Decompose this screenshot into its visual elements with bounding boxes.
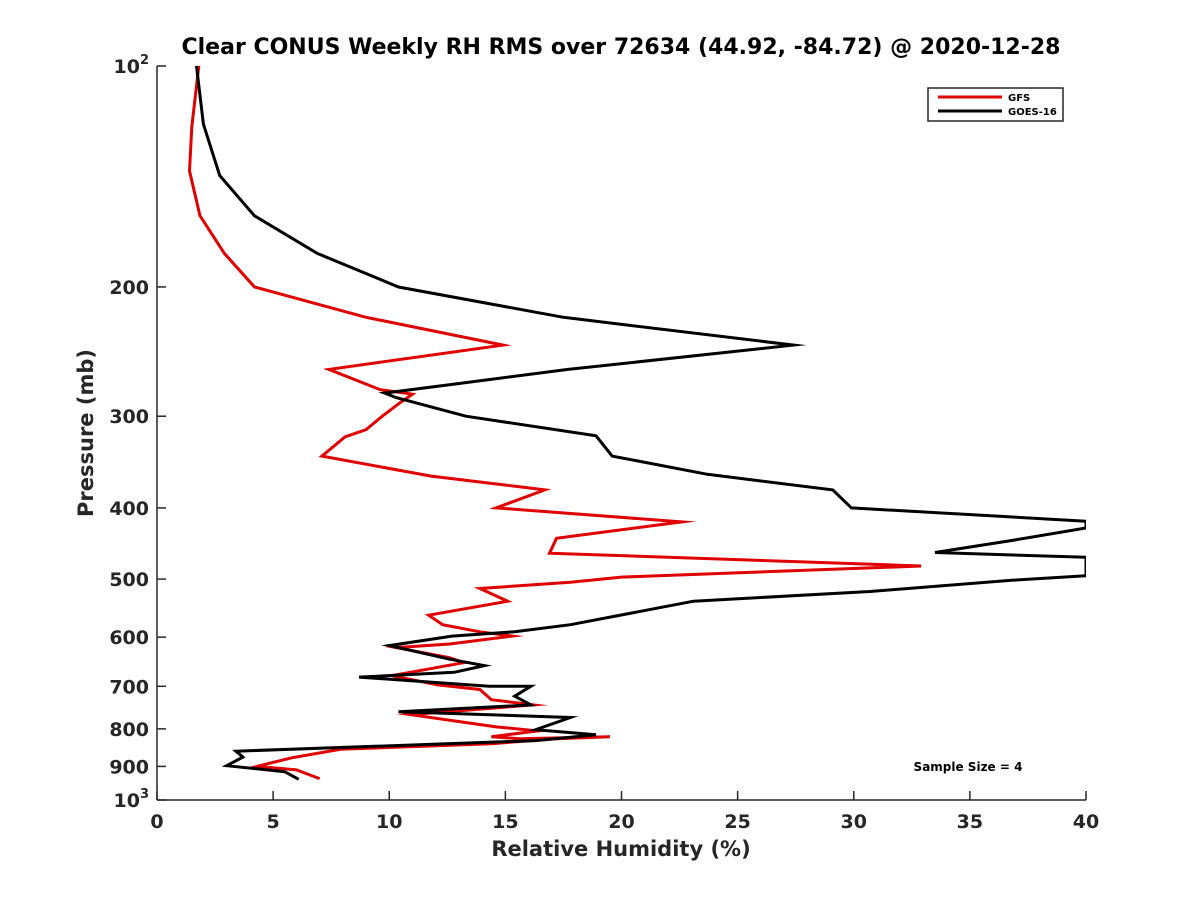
x-tick-label: 35: [957, 811, 983, 833]
series-line-gfs: [187, 65, 922, 781]
y-axis-label: Pressure (mb): [74, 349, 98, 517]
x-tick-label: 0: [150, 811, 163, 833]
x-tick-label: 30: [841, 811, 867, 833]
x-tick-label: 40: [1073, 811, 1099, 833]
series-line-goes-16: [195, 65, 1086, 781]
y-tick-label: 600: [109, 627, 149, 649]
y-tick-label: 103: [114, 787, 150, 812]
x-tick-label: 20: [608, 811, 634, 833]
y-tick-label: 800: [109, 719, 149, 741]
chart-title: Clear CONUS Weekly RH RMS over 72634 (44…: [182, 35, 1061, 60]
plot-area: [187, 65, 1086, 781]
y-ticks: 102 200 300 400 500 600 700 800 900 103: [109, 53, 166, 812]
y-tick-label: 400: [109, 498, 149, 520]
x-tick-label: 25: [724, 811, 750, 833]
y-tick-label: 200: [109, 277, 149, 299]
legend-label-goes-16: GOES-16: [1008, 107, 1057, 118]
y-tick-label: 500: [109, 569, 149, 591]
sample-size-annotation: Sample Size = 4: [914, 760, 1023, 774]
legend: GFS GOES-16: [927, 87, 1064, 122]
x-tick-label: 5: [267, 811, 280, 833]
x-axis-label: Relative Humidity (%): [491, 837, 750, 861]
y-tick-label: 700: [109, 676, 149, 698]
series-layer: [187, 65, 1086, 781]
x-tick-label: 10: [376, 811, 402, 833]
legend-box: [927, 87, 1064, 122]
y-tick-label: 102: [114, 53, 150, 78]
y-tick-label: 300: [109, 406, 149, 428]
legend-label-gfs: GFS: [1008, 93, 1030, 104]
x-tick-label: 15: [492, 811, 518, 833]
y-tick-label: 900: [109, 756, 149, 778]
x-ticks: 0 5 10 15 20 25 30 35 40: [150, 791, 1099, 833]
